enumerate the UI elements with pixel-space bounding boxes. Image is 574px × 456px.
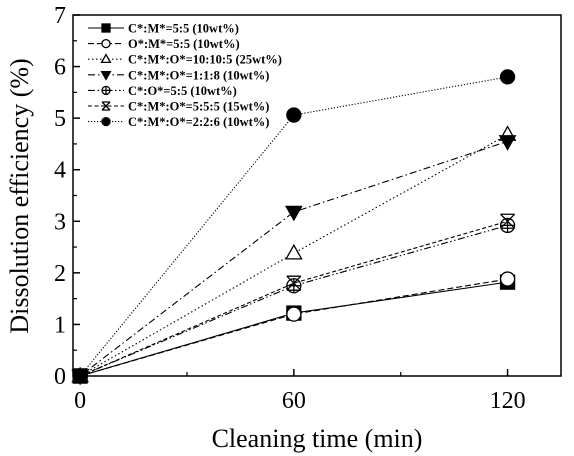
legend-item: C*:M*=5:5 (10wt%) <box>88 22 239 36</box>
data-point <box>286 306 302 322</box>
legend: C*:M*=5:5 (10wt%)O*:M*=5:5 (10wt%) C*:M*:… <box>88 22 282 129</box>
legend-marker <box>101 85 111 96</box>
legend-item: C*:M*:O*=2:2:6 (10wt%) <box>88 115 269 129</box>
legend-marker <box>101 116 111 127</box>
legend-label: C*:M*:O*=2:2:6 (10wt%) <box>128 115 269 129</box>
legend-marker <box>101 23 111 33</box>
data-point <box>285 243 303 260</box>
y-axis-title: Dissolution efficiency (%) <box>5 58 34 333</box>
series-6 <box>72 213 516 384</box>
y-tick-label: 1 <box>54 312 66 338</box>
data-point <box>285 205 303 222</box>
data-point <box>500 213 516 229</box>
y-tick-label: 7 <box>54 3 66 29</box>
data-point <box>499 69 516 85</box>
legend-marker <box>101 101 111 111</box>
series-line <box>79 140 508 377</box>
legend-label: O*:M*=5:5 (10wt%) <box>128 37 240 51</box>
legend-item: C*:O*=5:5 (10wt%) <box>88 84 237 98</box>
x-tick-label: 0 <box>74 388 86 414</box>
legend-marker <box>100 53 112 64</box>
series-line <box>79 281 508 377</box>
x-axis-title: Cleaning time (min) <box>212 424 423 453</box>
legend-item: O*:M*=5:5 (10wt%) <box>88 37 240 51</box>
legend-label: C*:M*=5:5 (10wt%) <box>128 22 239 36</box>
series-line <box>79 278 508 377</box>
series-3 <box>71 125 517 383</box>
series-4 <box>71 135 517 386</box>
legend-item: C*:M*:O*=5:5:5 (15wt%) <box>88 100 269 114</box>
legend-item: C*:M*:O*=10:10:5 (25wt%) <box>88 53 282 67</box>
axis-ticks: 0 1 2 3 4 5 6 7 0 60 120 <box>54 3 526 414</box>
y-tick-label: 2 <box>54 261 66 287</box>
legend-label: C*:M*:O*=10:10:5 (25wt%) <box>128 53 282 67</box>
y-tick-label: 5 <box>54 106 66 132</box>
legend-marker <box>101 38 111 49</box>
data-point <box>499 271 516 287</box>
data-point <box>286 275 302 291</box>
y-tick-label: 0 <box>54 364 66 390</box>
series-line <box>79 134 508 377</box>
legend-label: C*:M*:O*=5:5:5 (15wt%) <box>128 100 269 114</box>
legend-item: C*:M*:O*=1:1:8 (10wt%) <box>88 68 269 82</box>
y-tick-label: 3 <box>54 209 66 235</box>
legend-marker <box>100 70 112 81</box>
legend-label: C*:O*=5:5 (10wt%) <box>128 84 237 98</box>
y-tick-label: 4 <box>54 158 66 184</box>
x-tick-label: 60 <box>282 388 306 414</box>
x-tick-label: 120 <box>490 388 526 414</box>
data-point <box>498 135 517 151</box>
y-tick-label: 6 <box>54 55 66 81</box>
legend-label: C*:M*:O*=1:1:8 (10wt%) <box>128 68 269 82</box>
data-point <box>286 107 302 123</box>
